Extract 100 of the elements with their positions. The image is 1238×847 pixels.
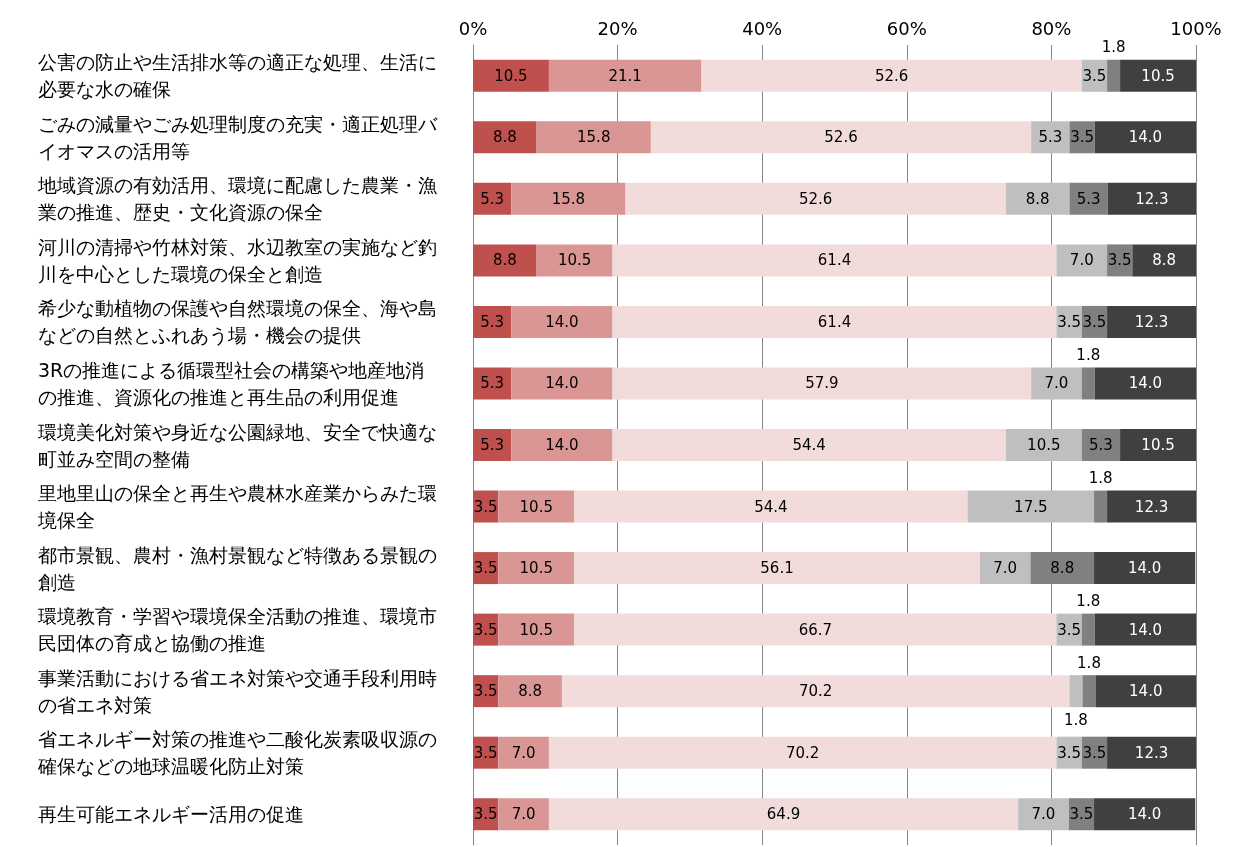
- bar: [650, 121, 1032, 154]
- y-tick-label: 河川の清掃や竹林対策、水辺教室の実施など釣川を中心とした環境の保全と創造: [38, 235, 437, 285]
- bar: [1031, 367, 1082, 400]
- data-label: 12.3: [1134, 312, 1169, 331]
- bar: [498, 675, 562, 708]
- data-label: 14.0: [1127, 559, 1162, 578]
- data-label: 14.0: [1128, 374, 1163, 393]
- data-label: 15.8: [551, 189, 586, 208]
- data-label: 1.8: [1076, 592, 1101, 611]
- data-label: 61.4: [817, 251, 852, 270]
- data-label: 3.5: [1082, 312, 1107, 331]
- data-label: 7.0: [1069, 251, 1094, 270]
- bar: [498, 552, 575, 585]
- data-label: 3.5: [1057, 743, 1082, 762]
- bar: [561, 675, 1070, 708]
- bar: [1094, 367, 1196, 400]
- bar: [498, 798, 549, 831]
- data-label: 14.0: [1128, 620, 1163, 639]
- bar: [498, 613, 575, 646]
- x-tick-label: 20%: [597, 17, 638, 39]
- data-label: 3.5: [473, 805, 498, 824]
- data-label: 7.0: [1044, 374, 1069, 393]
- data-label: 12.3: [1134, 497, 1169, 516]
- bar: [574, 613, 1057, 646]
- bar: [473, 59, 549, 92]
- bar: [1120, 429, 1196, 461]
- bar: [967, 490, 1095, 523]
- data-label: 12.3: [1134, 743, 1169, 762]
- data-label: 15.8: [577, 128, 611, 147]
- data-label: 3.5: [1057, 620, 1082, 639]
- data-label: 7.0: [1031, 805, 1056, 824]
- data-label: 1.8: [1077, 653, 1101, 672]
- bar: [612, 367, 1032, 400]
- bar: [1094, 798, 1196, 831]
- data-label: 8.8: [492, 251, 517, 270]
- bar: [1005, 182, 1070, 215]
- data-label: 7.0: [511, 805, 536, 824]
- x-tick-label: 40%: [742, 17, 783, 39]
- x-tick-label: 80%: [1031, 17, 1072, 39]
- data-label: 12.3: [1135, 189, 1169, 208]
- data-label: 5.3: [480, 436, 505, 454]
- bar: [498, 490, 575, 523]
- bar: [1069, 182, 1108, 215]
- data-label: 3.5: [473, 743, 498, 762]
- y-tick-label: 里地里山の保全と再生や農林水産業からみた環境保全: [37, 482, 437, 532]
- bar: [1081, 367, 1095, 400]
- data-label: 5.3: [1089, 436, 1113, 454]
- bar: [612, 429, 1006, 461]
- y-tick-label: 再生可能エネルギー活用の促進: [38, 803, 304, 826]
- data-label: 10.5: [519, 620, 553, 639]
- data-label: 3.5: [1107, 251, 1132, 270]
- data-label: 3.5: [1082, 66, 1107, 85]
- data-label: 61.4: [817, 312, 852, 331]
- data-label: 10.5: [1027, 436, 1061, 454]
- data-label: 3.5: [1070, 128, 1095, 147]
- y-tick-label: 地域資源の有効活用、環境に配慮した農業・漁業の推進、歴史・文化資源の保全: [37, 174, 437, 224]
- bar: [1082, 675, 1096, 708]
- y-tick-label: 都市景観、農村・漁村景観など特徴ある景観の創造: [38, 543, 437, 593]
- data-label: 54.4: [754, 497, 788, 516]
- x-tick-label: 60%: [886, 17, 927, 39]
- y-tick-label: 省エネルギー対策の推進や二酸化炭素吸収源の確保などの地球温暖化防止対策: [37, 728, 437, 778]
- data-label: 5.3: [1038, 128, 1063, 147]
- data-label: 54.4: [792, 436, 826, 454]
- bar: [625, 182, 1006, 215]
- data-label: 52.6: [824, 128, 858, 147]
- data-label: 5.3: [480, 374, 505, 393]
- data-label: 10.5: [519, 559, 553, 578]
- data-label: 8.8: [518, 682, 543, 701]
- data-label: 52.6: [799, 189, 833, 208]
- data-label: 56.1: [760, 559, 794, 578]
- bar: [612, 305, 1057, 338]
- bar: [1095, 675, 1196, 708]
- y-tick-label: 公害の防止や生活排水等の適正な処理、生活に必要な水の確保: [38, 51, 437, 101]
- data-label: 3.5: [473, 682, 498, 701]
- y-tick-label: 3Rの推進による循環型社会の構築や地産地消の推進、資源化の推進と再生品の利用促進: [38, 358, 425, 408]
- data-label: 3.5: [1069, 805, 1094, 824]
- data-label: 8.8: [1025, 189, 1050, 208]
- data-label: 3.5: [473, 620, 498, 639]
- data-label: 7.0: [511, 743, 536, 762]
- bar: [1031, 121, 1070, 154]
- bar: [498, 736, 549, 769]
- data-label: 3.5: [1057, 312, 1082, 331]
- bar: [979, 552, 1031, 585]
- data-label: 10.5: [494, 66, 528, 85]
- bar: [701, 59, 1082, 92]
- data-label: 8.8: [492, 128, 517, 147]
- data-label: 8.8: [1152, 251, 1177, 270]
- bar: [612, 244, 1057, 277]
- data-label: 1.8: [1101, 38, 1126, 57]
- x-tick-label: 0%: [458, 17, 488, 39]
- bar: [1005, 429, 1082, 461]
- y-tick-label: 環境教育・学習や環境保全活動の推進、環境市民団体の育成と協働の推進: [38, 605, 437, 655]
- data-label: 10.5: [1141, 436, 1175, 454]
- bar: [548, 736, 1057, 769]
- bar: [536, 121, 651, 154]
- y-tick-label: 希少な動植物の保護や自然環境の保全、海や島などの自然とふれあう場・機会の提供: [38, 297, 437, 347]
- data-label: 70.2: [785, 743, 820, 762]
- data-label: 1.8: [1076, 345, 1101, 364]
- data-label: 70.2: [799, 682, 833, 701]
- data-label: 57.9: [805, 374, 839, 393]
